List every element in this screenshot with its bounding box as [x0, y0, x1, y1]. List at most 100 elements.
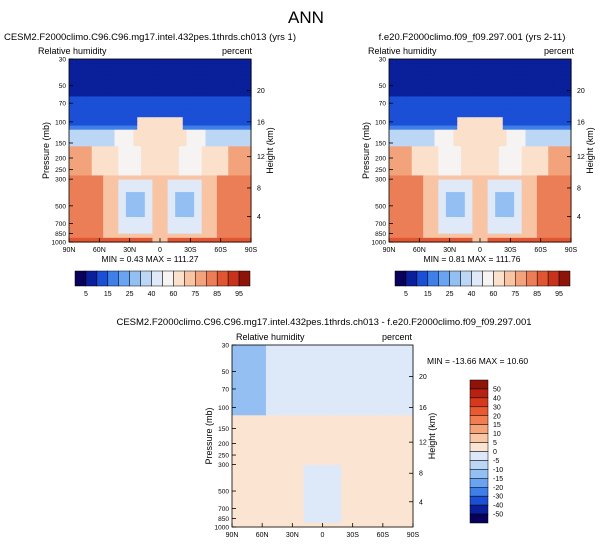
field-cell [563, 221, 568, 226]
field-cell [182, 208, 188, 214]
field-cell [84, 104, 89, 110]
field-cell [122, 138, 127, 143]
field-cell [235, 146, 241, 152]
field-cell [559, 237, 565, 243]
field-cell [250, 357, 256, 363]
field-cell [118, 59, 123, 64]
panel-diff-plot-area [232, 345, 414, 528]
field-cell [167, 113, 172, 118]
field-cell [555, 183, 561, 189]
field-cell [567, 183, 572, 189]
field-cell [239, 154, 245, 160]
field-cell [506, 79, 511, 85]
field-cell [91, 117, 97, 122]
field-cell [72, 183, 78, 189]
field-cell [457, 121, 462, 127]
field-cell [434, 146, 439, 152]
field-cell [472, 196, 477, 202]
field-cell [72, 150, 78, 156]
field-cell [224, 88, 229, 93]
field-cell [510, 83, 515, 89]
field-cell [80, 225, 85, 231]
field-cell [390, 349, 395, 354]
field-cell [457, 158, 462, 164]
field-cell [239, 59, 245, 64]
panel-right-field-label: Relative humidity [368, 46, 437, 56]
field-cell [277, 378, 282, 383]
field-cell [307, 361, 312, 367]
field-cell [375, 345, 380, 350]
field-cell [122, 154, 127, 160]
field-cell [423, 142, 428, 147]
field-cell [517, 162, 523, 168]
field-cell [498, 92, 504, 98]
field-cell [430, 217, 436, 222]
field-cell [133, 117, 138, 122]
field-cell [182, 196, 188, 202]
field-cell [144, 162, 150, 168]
field-cell [502, 59, 508, 64]
field-cell [163, 88, 169, 93]
field-cell [175, 158, 180, 164]
field-cell [396, 179, 401, 185]
field-cell [224, 212, 229, 218]
field-cell [232, 369, 237, 375]
field-cell [536, 158, 542, 164]
field-cell [502, 96, 508, 102]
field-cell [190, 133, 195, 139]
field-cell [521, 167, 527, 172]
field-cell [91, 108, 97, 114]
field-cell [186, 104, 191, 110]
field-cell [521, 133, 527, 139]
field-cell [438, 133, 443, 139]
field-cell [239, 378, 244, 383]
field-cell [190, 108, 195, 114]
field-cell [533, 150, 538, 156]
field-cell [160, 237, 165, 243]
colorbar-swatch [195, 270, 207, 287]
field-cell [148, 171, 154, 177]
field-cell [190, 104, 195, 110]
field-cell [197, 146, 203, 152]
field-cell [514, 217, 519, 222]
field-cell [213, 75, 218, 81]
field-cell [163, 133, 169, 139]
field-cell [186, 175, 191, 181]
field-cell [438, 67, 443, 73]
field-cell [453, 92, 458, 98]
field-cell [186, 75, 191, 81]
field-cell [401, 373, 407, 379]
field-cell [152, 92, 157, 98]
field-cell [228, 154, 233, 160]
field-cell [337, 349, 342, 354]
field-cell [517, 100, 523, 106]
field-cell [445, 154, 451, 160]
field-cell [69, 113, 74, 118]
panel-left-stats: MIN = 0.43 MAX = 111.27 [101, 254, 198, 264]
field-cell [110, 175, 116, 181]
field-cell [487, 208, 492, 214]
field-cell [426, 179, 432, 185]
field-cell [514, 138, 519, 143]
field-cell [419, 121, 424, 127]
field-cell [247, 83, 252, 89]
field-cell [491, 192, 496, 197]
field-cell [525, 92, 530, 98]
field-cell [125, 108, 131, 114]
field-cell [239, 100, 245, 106]
field-cell [72, 200, 78, 206]
field-cell [129, 171, 135, 177]
field-cell [434, 233, 439, 239]
field-cell [483, 88, 489, 93]
field-cell [525, 175, 530, 181]
field-cell [495, 100, 500, 106]
field-cell [228, 204, 233, 210]
field-cell [514, 92, 519, 98]
field-cell [182, 158, 188, 164]
field-cell [472, 217, 477, 222]
field-cell [133, 162, 138, 168]
field-cell [426, 146, 432, 152]
field-cell [457, 104, 462, 110]
field-cell [175, 233, 180, 239]
field-cell [536, 75, 542, 81]
